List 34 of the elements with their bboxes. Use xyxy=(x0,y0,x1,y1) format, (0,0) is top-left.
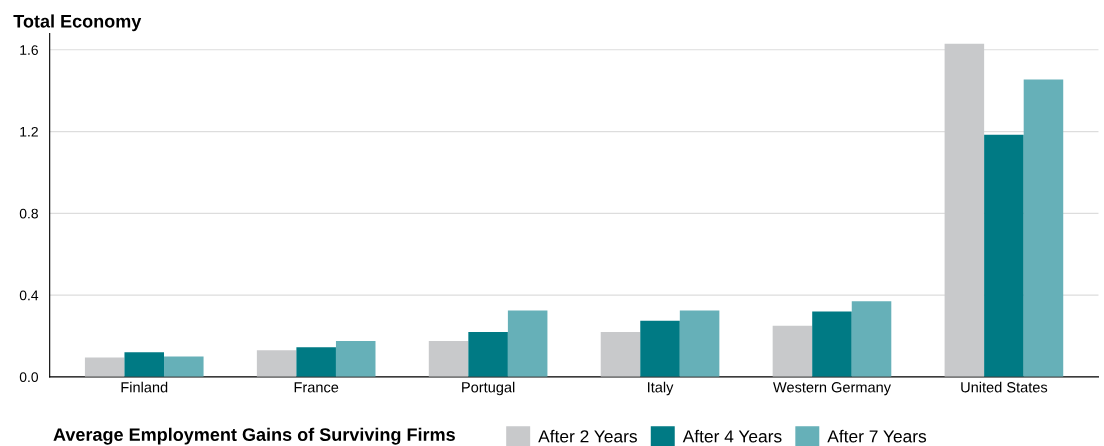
y-tick-label: 0.0 xyxy=(19,372,39,383)
bar xyxy=(772,325,813,377)
bar xyxy=(640,320,680,377)
y-tick-label: 0.8 xyxy=(19,208,38,219)
y-tick-label: 0.4 xyxy=(19,290,39,301)
bar xyxy=(1023,79,1064,377)
legend-label: After 2 Years xyxy=(538,429,637,443)
legend-title: Average Employment Gains of Surviving Firms xyxy=(53,427,455,445)
bar xyxy=(164,356,204,377)
bar xyxy=(468,331,508,377)
bar xyxy=(984,134,1024,377)
bar xyxy=(428,341,469,377)
bar xyxy=(507,310,548,377)
x-tick-label: United States xyxy=(961,381,1048,393)
chart-title: Total Economy xyxy=(13,14,142,32)
bar xyxy=(600,331,641,377)
legend-label: After 4 Years xyxy=(682,429,782,443)
bar xyxy=(124,352,165,377)
bar xyxy=(851,301,892,377)
x-tick-label: Finland xyxy=(121,381,168,393)
y-tick-label: 1.2 xyxy=(20,126,38,137)
bar xyxy=(944,43,985,377)
bar xyxy=(256,350,297,377)
bar xyxy=(84,357,125,377)
y-tick-label: 1.6 xyxy=(20,45,38,55)
bar xyxy=(296,347,336,377)
legend-label: After 7 Years xyxy=(827,429,927,443)
x-tick-label: Western Germany xyxy=(773,382,891,396)
x-tick-label: Portugal xyxy=(462,381,515,396)
bar xyxy=(679,310,720,377)
bar xyxy=(812,311,852,377)
x-tick-label: Italy xyxy=(648,381,674,396)
bar xyxy=(335,341,376,377)
x-tick-label: France xyxy=(294,382,339,393)
